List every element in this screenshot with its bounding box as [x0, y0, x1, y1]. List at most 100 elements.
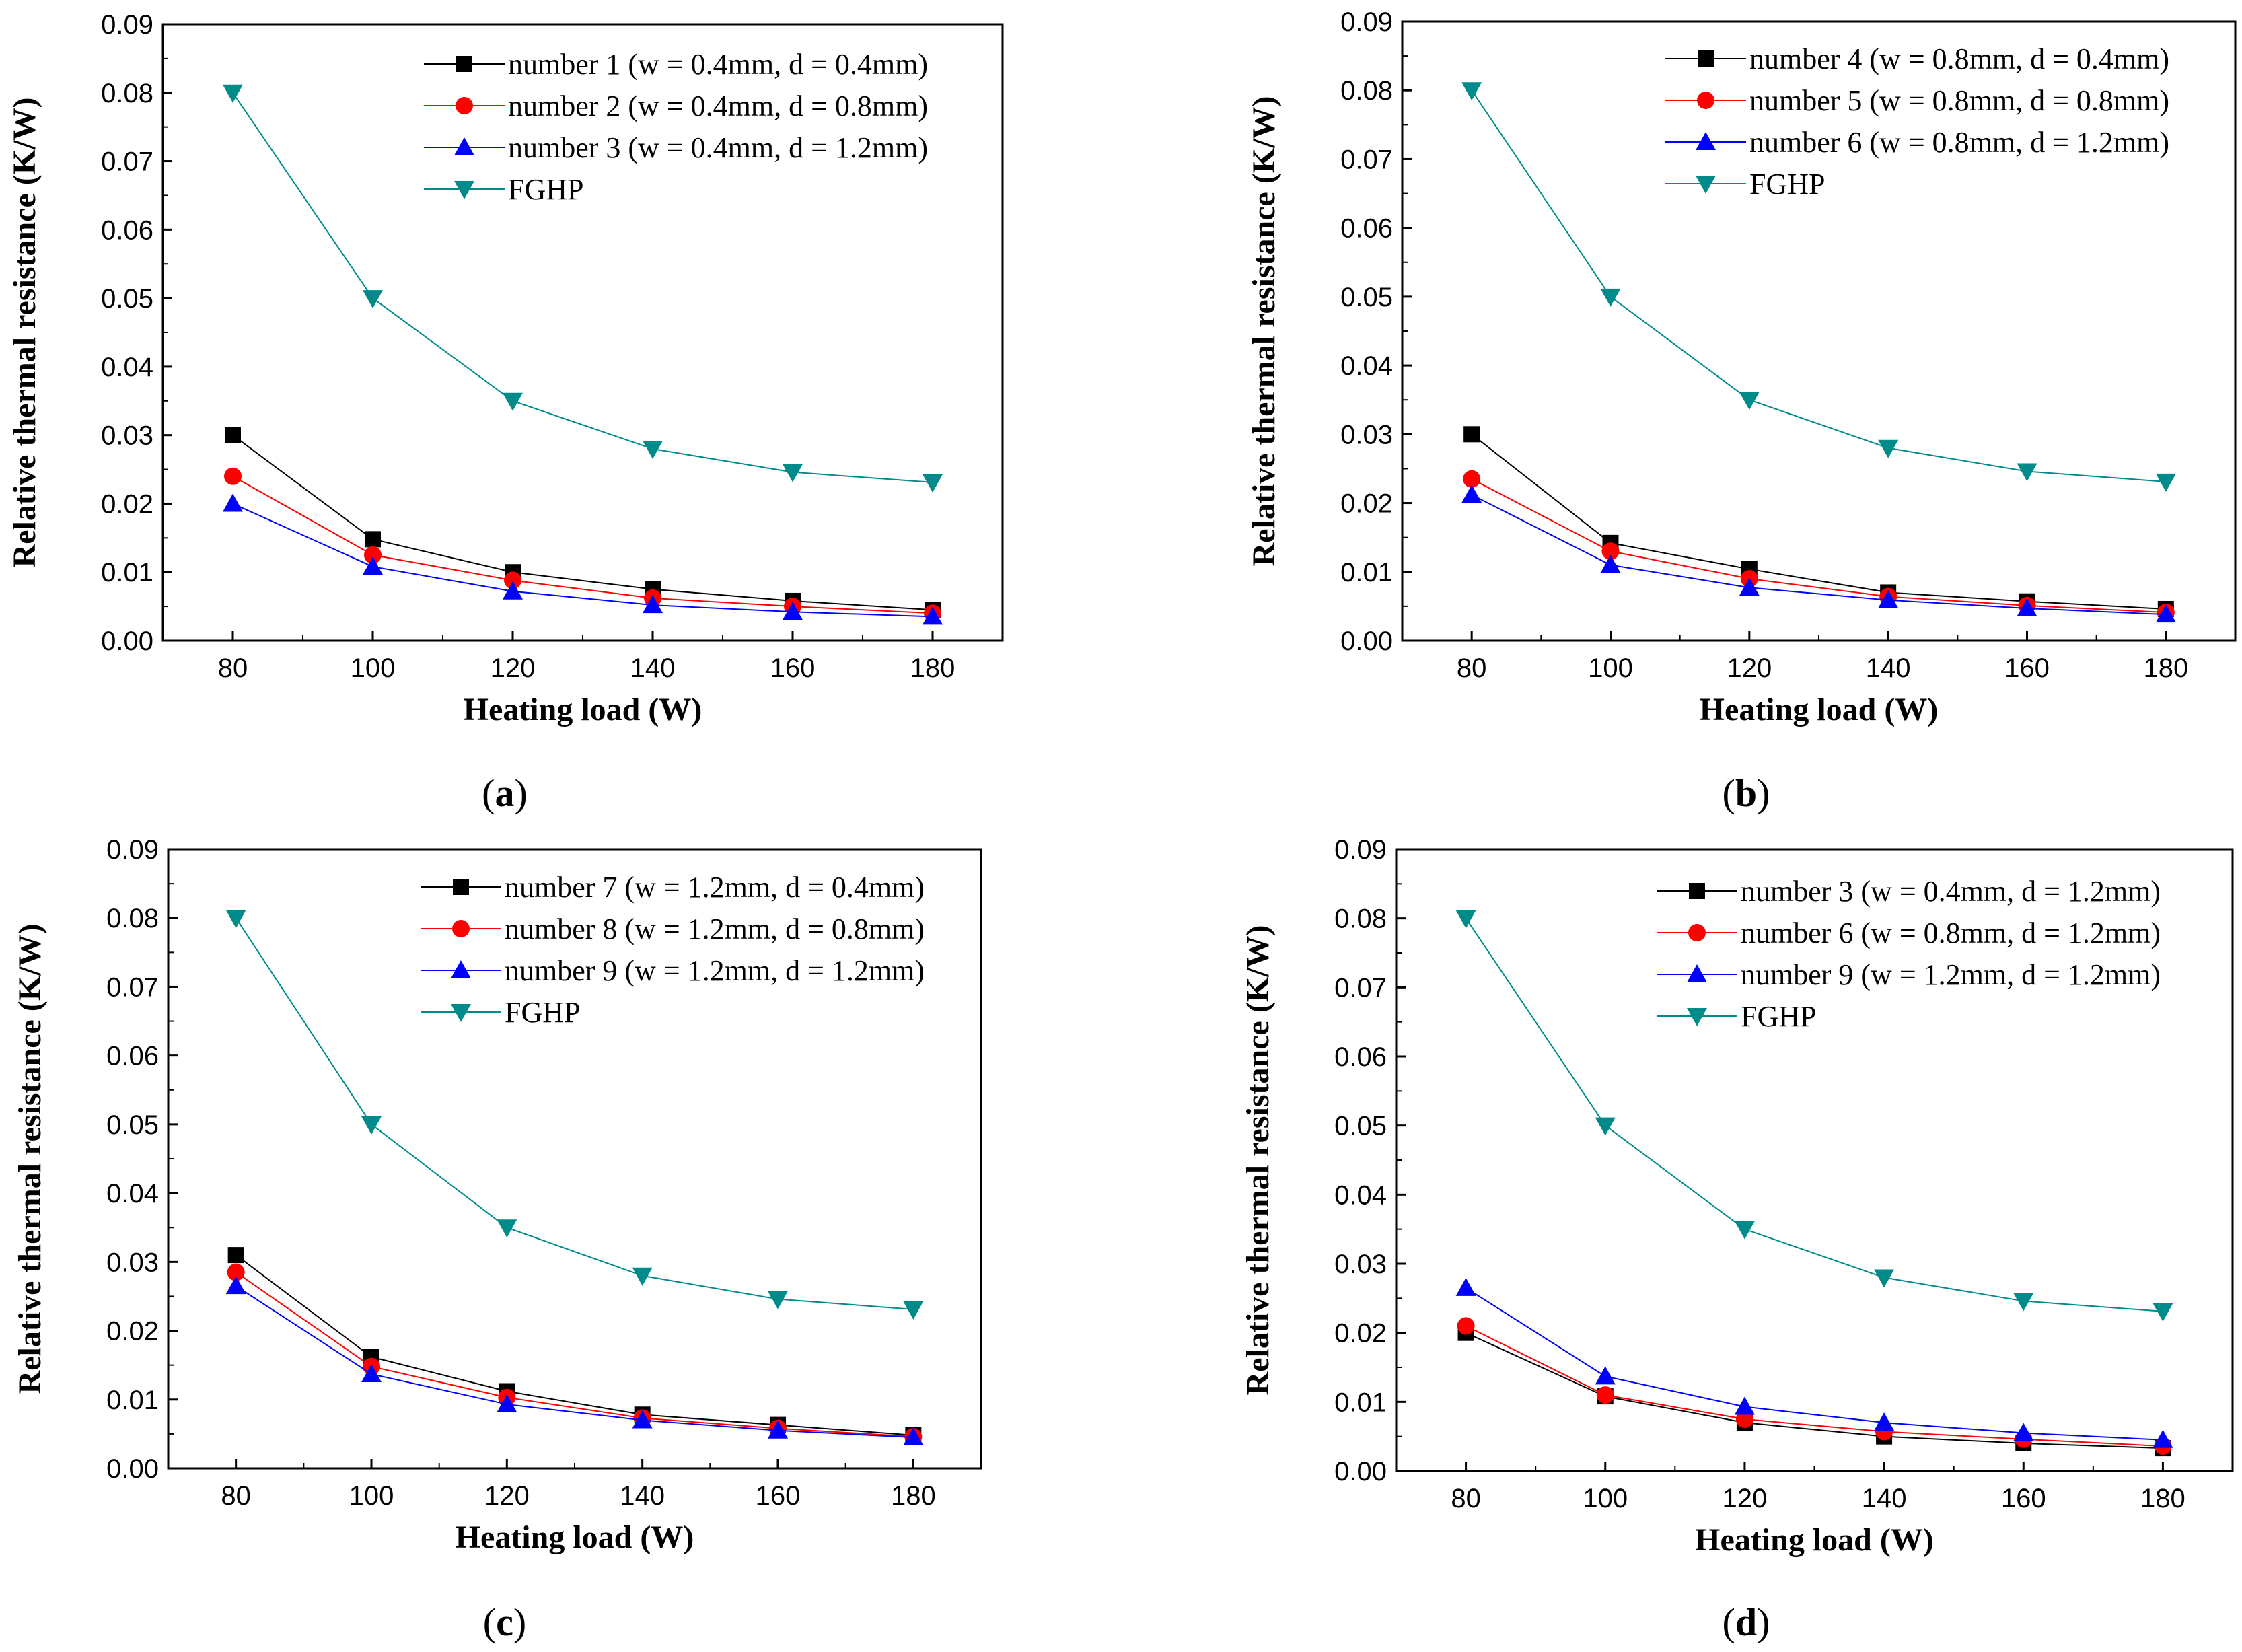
x-tick-label: 80: [1457, 653, 1487, 683]
data-point: [768, 1420, 788, 1439]
y-tick-label: 0.01: [1334, 1388, 1387, 1417]
legend-marker: [1689, 883, 1705, 899]
x-tick-label: 120: [1723, 1484, 1768, 1513]
data-point: [225, 1276, 246, 1295]
series-line-3: [236, 1285, 914, 1438]
series-line-2: [232, 475, 933, 614]
data-point: [768, 1291, 788, 1309]
data-point: [1463, 426, 1480, 443]
legend-marker: [454, 137, 474, 155]
series-line-4: [235, 917, 914, 1310]
data-point: [1600, 554, 1621, 573]
series-line-4: [1471, 89, 2166, 482]
y-tick-label: 0.01: [1340, 558, 1393, 587]
x-tick-label: 180: [891, 1481, 936, 1511]
data-point: [2153, 1303, 2173, 1322]
series-line-2: [1471, 478, 2166, 614]
data-point: [365, 531, 381, 548]
y-tick-label: 0.08: [106, 904, 159, 933]
data-point: [1739, 392, 1760, 410]
data-point: [2153, 1429, 2173, 1448]
data-point: [632, 1410, 653, 1429]
chart-panel-d: 0.00 0.01 0.02 0.03 0.04 0.05 0.06 0.07 0.08 0.09…: [1240, 835, 2234, 1644]
legend-label: number 4 (w = 0.8mm, d = 0.4mm): [1749, 42, 2169, 75]
legend-label: number 3 (w = 0.4mm, d = 1.2mm): [1741, 875, 2161, 908]
data-point: [1734, 1221, 1755, 1240]
data-point: [503, 581, 523, 600]
data-point: [1874, 1412, 1895, 1431]
y-tick-label: 0.03: [1334, 1250, 1387, 1279]
data-point: [923, 474, 943, 493]
legend-marker: [454, 181, 474, 199]
x-axis-label: Heating load (W): [1695, 1522, 1934, 1558]
data-point: [503, 392, 523, 411]
data-point: [643, 595, 663, 614]
data-point: [363, 556, 383, 575]
legend-marker: [1687, 964, 1707, 982]
y-tick-label: 0.06: [1340, 214, 1393, 244]
legend-label: number 8 (w = 1.2mm, d = 0.8mm): [505, 912, 925, 945]
data-point: [2017, 463, 2037, 482]
data-point: [1596, 1386, 1614, 1404]
data-point: [1601, 542, 1620, 561]
x-tick-label: 100: [349, 1481, 394, 1511]
x-tick-label: 140: [620, 1481, 665, 1511]
data-point: [923, 606, 943, 625]
series-line-2: [1466, 1325, 2163, 1447]
x-tick-label: 80: [218, 653, 248, 683]
x-tick-label: 80: [1451, 1484, 1481, 1513]
data-point: [1595, 1366, 1616, 1385]
legend-label: FGHP: [505, 996, 581, 1029]
x-axis-label: Heating load (W): [456, 1519, 694, 1555]
x-tick-label: 80: [221, 1481, 251, 1511]
data-point: [223, 493, 243, 512]
data-point: [1600, 288, 1621, 307]
legend-marker: [1696, 132, 1716, 150]
data-point: [361, 1116, 382, 1135]
data-point: [643, 441, 663, 460]
y-tick-label: 0.04: [101, 353, 153, 382]
legend-label: number 6 (w = 0.8mm, d = 1.2mm): [1741, 917, 2161, 949]
data-point: [783, 464, 803, 482]
series-line-1: [236, 1254, 914, 1436]
series-line-3: [1466, 1287, 2163, 1441]
x-tick-label: 100: [1588, 653, 1633, 683]
y-tick-label: 0.05: [106, 1110, 159, 1140]
series-line-2: [236, 1271, 914, 1437]
legend-label: number 6 (w = 0.8mm, d = 1.2mm): [1749, 126, 2169, 159]
y-axis-label: Relative thermal resistance (K/W): [1246, 96, 1282, 567]
data-point: [361, 1363, 382, 1382]
data-point: [2017, 598, 2037, 616]
y-tick-label: 0.07: [101, 147, 153, 177]
legend-marker: [456, 56, 472, 72]
y-axis-label: Relative thermal resistance (K/W): [12, 924, 48, 1394]
series-line-4: [232, 92, 933, 483]
y-tick-label: 0.01: [106, 1386, 159, 1415]
legend-label: FGHP: [508, 173, 584, 206]
y-tick-label: 0.02: [1334, 1319, 1387, 1349]
series-line-3: [1471, 494, 2166, 616]
legend-marker: [456, 97, 473, 114]
y-tick-label: 0.00: [1340, 626, 1393, 656]
data-point: [1461, 484, 1482, 503]
data-point: [1457, 1317, 1475, 1335]
y-tick-label: 0.02: [1340, 489, 1393, 519]
legend-label: number 7 (w = 1.2mm, d = 0.4mm): [505, 871, 925, 904]
panel-caption: (b): [1723, 771, 1770, 815]
y-tick-label: 0.07: [1334, 973, 1387, 1003]
legend-marker: [1687, 1008, 1707, 1026]
y-tick-label: 0.03: [101, 421, 153, 451]
data-point: [1874, 1269, 1895, 1288]
y-tick-label: 0.01: [101, 558, 153, 587]
data-point: [1463, 470, 1481, 488]
data-point: [1878, 589, 1899, 608]
data-point: [1461, 82, 1482, 101]
data-point: [2013, 1293, 2034, 1312]
x-tick-label: 180: [2143, 653, 2188, 683]
data-point: [504, 571, 521, 589]
data-point: [2155, 473, 2176, 492]
data-point: [2013, 1423, 2034, 1441]
x-tick-label: 140: [1862, 1484, 1907, 1513]
data-point: [903, 1427, 924, 1445]
